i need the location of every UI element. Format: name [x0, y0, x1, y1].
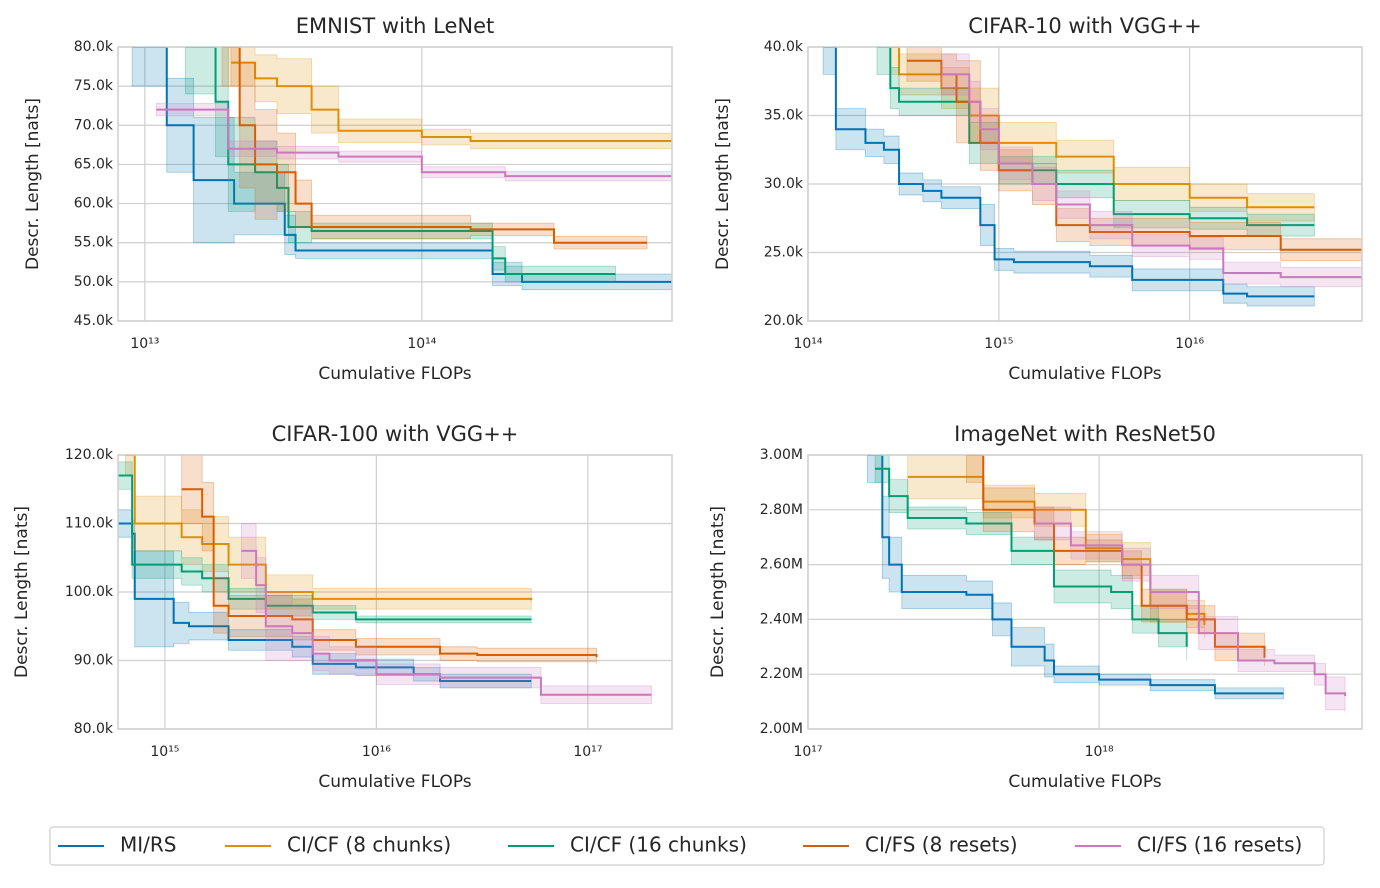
y-tick-label: 25.0k [764, 245, 804, 261]
plot-area [867, 455, 1347, 713]
y-tick-label: 40.0k [764, 39, 804, 55]
y-tick-label: 110.0k [65, 516, 114, 532]
x-axis-label: Cumulative FLOPs [318, 772, 471, 792]
y-axis-label: Descr. Length [nats] [12, 506, 32, 678]
plot-area [822, 47, 1362, 307]
series-line [1034, 522, 1347, 697]
axes-frame [807, 454, 1363, 730]
error-band [181, 455, 598, 664]
x-axis-label: Cumulative FLOPs [1008, 364, 1161, 384]
x-tick-label: 10¹⁷ [573, 744, 602, 760]
x-tick-label: 10¹⁵ [150, 744, 179, 760]
series-line [185, 47, 616, 276]
y-tick-label: 75.0k [74, 78, 114, 94]
series-line [890, 47, 1315, 209]
y-tick-label: 35.0k [764, 108, 804, 124]
axes-frame [117, 46, 673, 322]
y-tick-label: 45.0k [74, 313, 114, 329]
subplot-title: CIFAR-10 with VGG++ [968, 14, 1201, 38]
error-band [155, 102, 672, 183]
y-tick-label: 80.0k [74, 721, 114, 737]
y-tick-label: 2.80M [760, 502, 803, 518]
subplot: 45.0k 50.0k 55.0k 60.0k 65.0k 70.0k 75.0k 80.0k… [23, 14, 673, 384]
x-axis-label: Cumulative FLOPs [1008, 772, 1161, 792]
x-tick-label: 10¹⁴ [793, 336, 822, 352]
series-line [118, 522, 532, 683]
error-band [221, 47, 648, 250]
legend-label: CI/FS (16 resets) [1137, 833, 1302, 857]
y-tick-label: 2.20M [760, 666, 803, 682]
y-tick-label: 80.0k [74, 39, 114, 55]
legend-label: CI/FS (8 resets) [865, 833, 1018, 857]
series-line [941, 73, 1362, 280]
series-line [181, 488, 598, 658]
subplot: 80.0k 90.0k 100.0k 110.0k 120.0k 10¹⁵ 10¹⁶ 10¹⁷… [12, 422, 673, 792]
error-band [874, 455, 1188, 661]
subplot-title: CIFAR-100 with VGG++ [272, 422, 519, 446]
subplot-title: ImageNet with ResNet50 [954, 422, 1216, 446]
error-band [940, 53, 1362, 290]
error-band [131, 47, 672, 291]
error-band [118, 509, 532, 689]
x-tick-label: 10¹⁵ [984, 336, 1013, 352]
y-tick-label: 2.60M [760, 557, 803, 573]
y-axis-label: Descr. Length [nats] [713, 98, 733, 270]
legend: MI/RS CI/CF (8 chunks) CI/CF (16 chunks) CI… [49, 826, 1325, 866]
error-band [118, 461, 532, 624]
x-tick-label: 10¹⁶ [362, 744, 391, 760]
series-line [125, 455, 533, 601]
series-line [222, 47, 648, 244]
y-tick-label: 2.40M [760, 611, 803, 627]
subplot-title: EMNIST with LeNet [296, 14, 494, 38]
series-line [241, 549, 652, 696]
series-line [231, 61, 672, 142]
x-axis-label: Cumulative FLOPs [318, 364, 471, 384]
y-tick-label: 120.0k [65, 447, 114, 463]
x-tick-label: 10¹⁷ [793, 744, 822, 760]
plot-area [131, 47, 672, 291]
y-tick-label: 65.0k [74, 156, 114, 172]
series-line [823, 47, 1315, 298]
series-line [132, 47, 672, 283]
y-tick-label: 20.0k [764, 313, 804, 329]
y-axis-label: Descr. Length [nats] [708, 506, 728, 678]
error-band [241, 523, 652, 705]
y-tick-label: 2.00M [760, 721, 803, 737]
legend-label: CI/CF (8 chunks) [287, 833, 451, 857]
legend-frame [49, 826, 1325, 866]
y-tick-label: 100.0k [65, 584, 114, 600]
subplot: 2.00M 2.20M 2.40M 2.60M 2.80M 3.00M 10¹⁷ 10¹⁸ Im… [708, 422, 1363, 792]
series-line [118, 474, 532, 621]
axes-frame [807, 46, 1363, 322]
x-tick-label: 10¹³ [130, 336, 159, 352]
y-tick-label: 60.0k [74, 196, 114, 212]
legend-label: CI/CF (16 chunks) [570, 833, 747, 857]
y-axis-label: Descr. Length [nats] [23, 98, 43, 270]
x-tick-label: 10¹⁶ [1175, 336, 1204, 352]
x-tick-label: 10¹⁴ [407, 336, 436, 352]
subplot: 20.0k 25.0k 30.0k 35.0k 40.0k 10¹⁴ 10¹⁵ 10¹⁶ CIF… [713, 14, 1363, 384]
y-tick-label: 50.0k [74, 274, 114, 290]
error-band [822, 47, 1315, 307]
series-line [156, 108, 672, 178]
y-tick-label: 55.0k [74, 235, 114, 251]
y-tick-label: 70.0k [74, 117, 114, 133]
axes-frame [117, 454, 673, 730]
legend-label: MI/RS [120, 833, 176, 857]
series-line [867, 455, 1284, 695]
y-tick-label: 3.00M [760, 447, 803, 463]
x-tick-label: 10¹⁸ [1085, 744, 1114, 760]
y-tick-label: 30.0k [764, 176, 804, 192]
plot-area [118, 455, 652, 705]
y-tick-label: 90.0k [74, 653, 114, 669]
error-band [230, 47, 672, 150]
